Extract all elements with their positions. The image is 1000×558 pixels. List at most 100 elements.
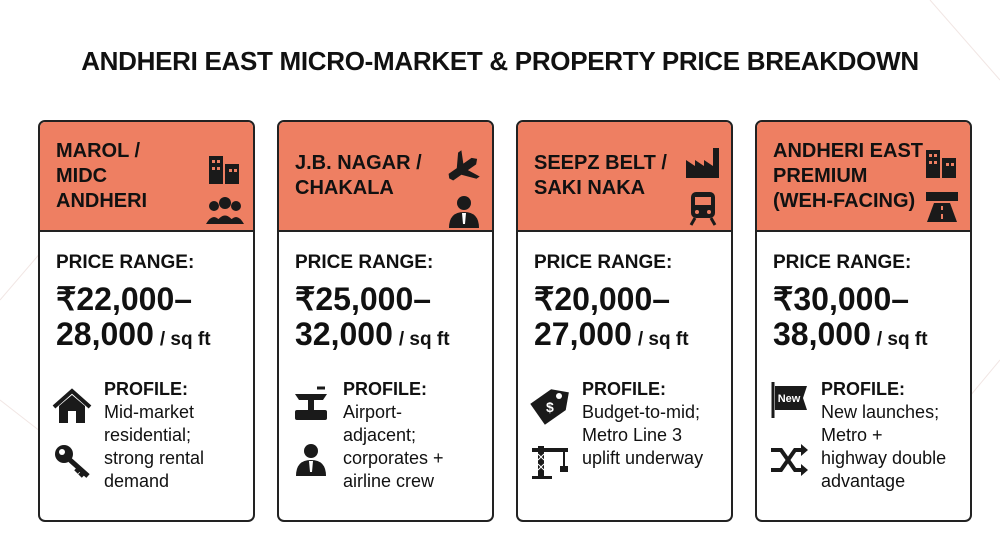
icon xyxy=(206,197,244,224)
icon-shape: $ xyxy=(546,399,554,415)
icon-shape xyxy=(295,410,327,420)
icon-shape xyxy=(308,400,314,410)
icon xyxy=(926,150,956,178)
icon-shape xyxy=(532,446,568,478)
profile-line: Airport- xyxy=(343,402,403,422)
icon-shape xyxy=(457,196,471,210)
icon xyxy=(448,150,480,181)
icon-shape xyxy=(695,197,711,205)
header-text: ANDHERI EAST PREMIUM (WEH-FACING) xyxy=(773,122,923,230)
card: MAROL / MIDC ANDHERI PRICE RANGE: ₹22,000– 28… xyxy=(38,120,255,522)
price-line: 27,000/ sq ft xyxy=(534,316,689,353)
icon-shape xyxy=(537,453,545,471)
title: ANDHERI EAST MICRO-MARKET & PROPERTY PRI… xyxy=(81,46,919,76)
profile: PROFILE: Budget-to-mid; Metro Line 3 uplift… xyxy=(582,378,703,470)
icon-shape xyxy=(212,160,215,163)
price-line: 32,000/ sq ft xyxy=(295,316,450,353)
profile-line: strong rental xyxy=(104,448,205,468)
icon-shape xyxy=(234,169,237,172)
profile-line: Budget-to-mid; xyxy=(582,402,701,422)
profile-line: airline crew xyxy=(343,471,435,491)
price-line: ₹20,000– xyxy=(534,280,670,318)
icon: $ xyxy=(530,389,569,425)
profile-line: corporates + xyxy=(343,448,444,468)
price-label: PRICE RANGE: xyxy=(773,252,912,273)
price-value: ₹25,000– xyxy=(295,281,432,317)
price-value: 27,000 xyxy=(534,316,632,352)
icon-shape xyxy=(926,192,958,201)
header-line: J.B. NAGAR / xyxy=(295,152,422,174)
icon-shape xyxy=(686,148,719,178)
profile-line: residential; xyxy=(104,425,192,445)
price-line: 28,000/ sq ft xyxy=(56,316,211,353)
icon-shape xyxy=(771,448,803,472)
icon-shape xyxy=(52,388,92,409)
icon-shape xyxy=(231,201,241,211)
price-label: PRICE RANGE: xyxy=(56,252,195,273)
icon xyxy=(296,444,326,476)
icon xyxy=(532,446,568,479)
icon-shape xyxy=(217,160,220,163)
icon-shape xyxy=(934,161,937,164)
icon-shape xyxy=(946,163,949,166)
profile-line: Metro Line 3 xyxy=(582,425,683,445)
icon-shape xyxy=(68,411,76,423)
price-value: ₹30,000– xyxy=(773,281,910,317)
header-line: CHAKALA xyxy=(295,177,394,199)
profile-line: advantage xyxy=(821,471,906,491)
icon-label: New xyxy=(778,393,801,405)
header-text: MAROL / MIDC ANDHERI xyxy=(56,122,147,230)
header-line: PREMIUM xyxy=(773,164,868,187)
icon xyxy=(52,388,92,423)
icon-shape xyxy=(212,167,215,170)
profile-label: PROFILE: xyxy=(582,379,666,399)
icon-shape xyxy=(556,393,562,399)
profile-line: demand xyxy=(104,471,170,491)
price-label: PRICE RANGE: xyxy=(295,252,434,273)
price-unit: / sq ft xyxy=(159,329,211,350)
header-line: MIDC xyxy=(56,164,108,187)
icon-shape xyxy=(219,197,231,209)
icon-shape xyxy=(59,449,65,455)
icon: New xyxy=(771,382,807,418)
profile-line: Metro + xyxy=(821,425,883,445)
icon-shape xyxy=(801,444,808,476)
card: ANDHERI EAST PREMIUM (WEH-FACING) PRICE RAN… xyxy=(755,120,972,522)
price-value: 38,000 xyxy=(773,316,871,352)
card: SEEPZ BELT / SAKI NAKA PRICE RANGE: ₹20,000… xyxy=(516,120,733,522)
icon-shape xyxy=(926,150,940,178)
icon-shape xyxy=(59,395,85,423)
price-line: ₹22,000– xyxy=(56,280,192,318)
header-text: SEEPZ BELT / SAKI NAKA xyxy=(534,122,667,230)
price-value: ₹20,000– xyxy=(534,281,671,317)
icon xyxy=(295,386,327,420)
icon-shape xyxy=(229,169,232,172)
profile-label: PROFILE: xyxy=(821,379,905,399)
icon-shape xyxy=(209,156,223,184)
icon-shape xyxy=(695,210,699,214)
profile-line: New launches; xyxy=(821,402,940,422)
icon xyxy=(689,192,717,226)
icon xyxy=(926,192,958,222)
profile-label: PROFILE: xyxy=(343,379,427,399)
header-line: ANDHERI xyxy=(56,189,148,212)
header-line: MAROL / xyxy=(56,139,141,162)
icon-shape xyxy=(532,476,552,479)
icon-shape xyxy=(462,213,466,224)
icon-shape xyxy=(309,461,313,472)
icon-shape xyxy=(295,394,327,400)
icon-shape xyxy=(929,154,932,157)
price-line: ₹30,000– xyxy=(773,280,909,318)
icon xyxy=(449,196,479,228)
icon-shape xyxy=(927,203,957,222)
profile-line: uplift underway xyxy=(582,448,704,468)
icon-shape xyxy=(929,161,932,164)
icon xyxy=(209,156,239,184)
profile: PROFILE: Airport-adjacent; corporates + air… xyxy=(343,378,444,493)
profile-line: highway double xyxy=(821,448,947,468)
icon-shape xyxy=(934,154,937,157)
icon-shape xyxy=(951,163,954,166)
icon-shape xyxy=(304,444,318,458)
